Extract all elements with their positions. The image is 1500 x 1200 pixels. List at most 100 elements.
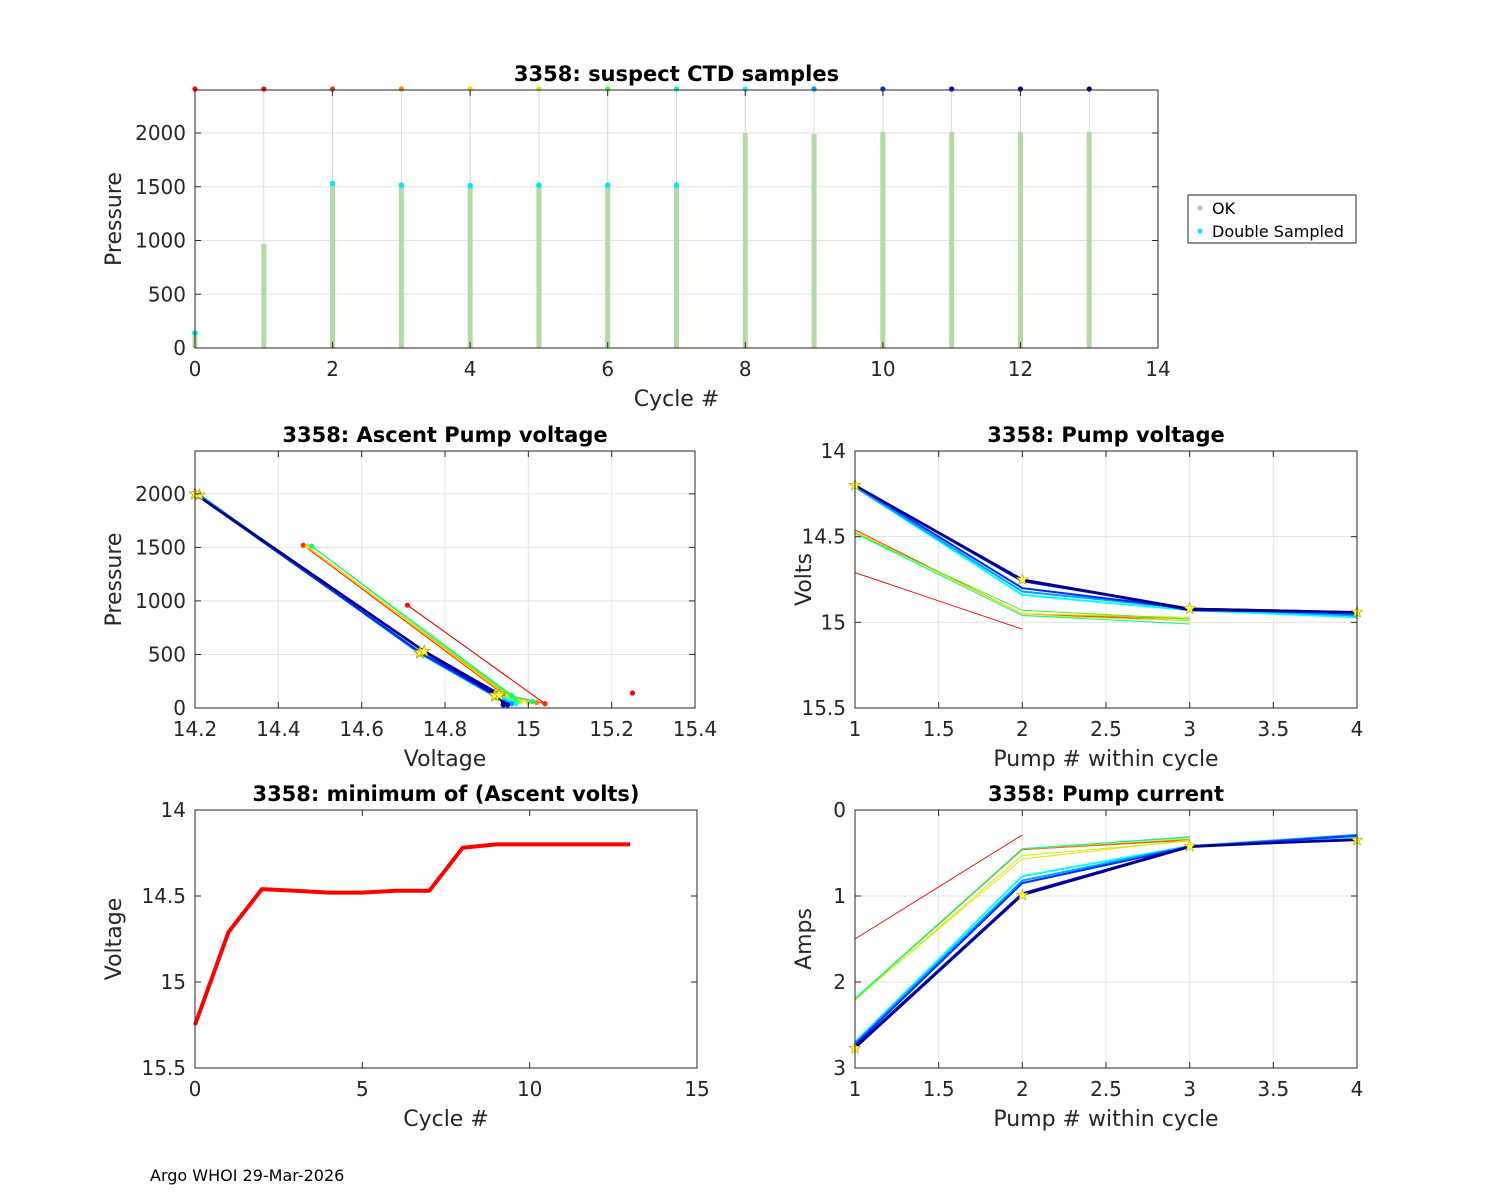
y-tick-label: 1500 — [135, 175, 186, 199]
ascent-point — [504, 702, 511, 708]
x-axis-label: Voltage — [404, 747, 487, 772]
y-tick-label: 1500 — [135, 535, 186, 559]
legend: OK Double Sampled — [1187, 194, 1357, 244]
y-tick-label: 14.5 — [141, 884, 186, 908]
ascent-point — [404, 602, 411, 608]
pump-series-line — [854, 532, 1190, 625]
plot-content — [188, 486, 636, 708]
axes-frame — [854, 809, 1358, 1069]
x-axis-label: Cycle # — [403, 1107, 489, 1132]
axes-frame — [194, 450, 696, 709]
axes-minv: 0 5 10 15 14 14.5 15 15.5 3358: minimum of (Asce… — [102, 782, 710, 1132]
axes-frame — [194, 89, 1159, 349]
chart-title: 3358: suspect CTD samples — [514, 62, 839, 86]
pump-star-marker — [1015, 888, 1029, 901]
x-axis-label: Pump # within cycle — [993, 747, 1218, 772]
cycle-marker — [1086, 86, 1092, 92]
x-tick-label: 2 — [1016, 717, 1029, 741]
axes-pc: 1 1.5 2 2.5 3 3.5 4 0 1 2 3 3358: Pump current Pump … — [792, 782, 1364, 1132]
axes-frame — [194, 809, 698, 1069]
pump-series-line — [854, 486, 1358, 619]
ascent-point — [509, 693, 515, 699]
ascent-point — [509, 701, 515, 707]
double-sampled-point — [398, 182, 405, 188]
chart-title: 3358: Pump current — [988, 782, 1224, 806]
x-tick-label: 1 — [849, 717, 862, 741]
plot-content — [848, 833, 1364, 1054]
plot-area — [195, 810, 697, 1068]
x-tick-label: 12 — [1008, 357, 1033, 381]
ascent-series-line — [407, 604, 546, 705]
double-sampled-point — [673, 182, 680, 188]
x-tick-label: 14.6 — [339, 717, 384, 741]
pump-star-marker — [1183, 601, 1197, 615]
y-tick-label: 2 — [833, 970, 846, 994]
pump-series-line — [854, 572, 1023, 630]
y-tick-label: 0 — [173, 336, 186, 360]
pump-star-marker — [1015, 572, 1029, 586]
y-axis-label: Voltage — [102, 898, 127, 981]
x-tick-label: 3.5 — [1257, 1077, 1289, 1101]
y-tick-label: 1 — [833, 884, 846, 908]
y-tick-label: 0 — [173, 696, 186, 720]
min-voltage-line — [193, 842, 631, 1026]
cycle-marker — [536, 86, 542, 92]
double-sampled-point — [604, 182, 611, 188]
pump-series-line — [854, 836, 1190, 999]
ascent-point — [529, 698, 536, 705]
x-tick-label: 2.5 — [1090, 1077, 1122, 1101]
ascent-point — [309, 543, 315, 549]
y-tick-label: 2000 — [135, 482, 186, 506]
double-sampled-point — [467, 182, 473, 189]
y-axis-label: Amps — [792, 908, 817, 970]
axes-frame — [854, 450, 1358, 709]
y-tick-label: 500 — [148, 642, 186, 666]
ascent-point — [629, 690, 636, 696]
footer-text: Argo WHOI 29-Mar-2026 — [150, 1166, 345, 1185]
legend-ok-marker — [1197, 205, 1203, 211]
y-tick-label: 500 — [148, 282, 186, 306]
cycle-marker — [949, 86, 955, 92]
x-axis-label: Pump # within cycle — [993, 1107, 1218, 1132]
x-tick-label: 14.8 — [423, 717, 468, 741]
x-tick-label: 6 — [601, 357, 614, 381]
x-tick-label: 2 — [326, 357, 339, 381]
pump-series-line — [854, 834, 1023, 940]
x-tick-label: 8 — [739, 357, 752, 381]
x-tick-label: 2 — [1016, 1077, 1029, 1101]
pump-star-marker — [1183, 839, 1197, 852]
axes-asc: 14.2 14.4 14.6 14.8 15 15.2 15.4 0 500 1000 1500 20… — [102, 423, 717, 772]
ascent-point — [542, 701, 548, 707]
legend-double-label: Double Sampled — [1212, 222, 1344, 241]
cycle-marker — [673, 86, 680, 92]
y-tick-label: 14.5 — [801, 525, 846, 549]
x-tick-label: 4 — [1351, 717, 1364, 741]
y-tick-label: 15.5 — [141, 1056, 186, 1080]
y-tick-label: 1000 — [135, 589, 186, 613]
y-axis-label: Pressure — [102, 172, 127, 266]
x-tick-label: 14 — [1145, 357, 1170, 381]
pump-series-line — [854, 532, 1190, 620]
pump-series-line — [854, 484, 1358, 614]
x-tick-label: 10 — [517, 1077, 542, 1101]
cycle-marker — [811, 86, 817, 92]
pump-star-marker — [492, 688, 506, 701]
ascent-point — [517, 698, 523, 705]
ascent-series-line — [194, 492, 505, 706]
x-tick-label: 2.5 — [1090, 717, 1122, 741]
chart-title: 3358: Ascent Pump voltage — [282, 423, 607, 447]
x-axis-label: Cycle # — [634, 387, 720, 412]
legend-ok-label: OK — [1212, 199, 1236, 218]
axes-pv: 1 1.5 2 2.5 3 3.5 4 14 14.5 15 15.5 3358: Pump volt… — [792, 423, 1364, 772]
x-tick-label: 0 — [189, 357, 202, 381]
pump-series-line — [854, 840, 1190, 1001]
double-sampled-point — [329, 180, 336, 187]
y-axis-label: Pressure — [102, 533, 127, 627]
x-tick-label: 1 — [849, 1077, 862, 1101]
pump-star-marker — [417, 644, 431, 657]
x-tick-label: 3 — [1183, 717, 1196, 741]
ascent-point — [534, 700, 540, 706]
chart-title: 3358: minimum of (Ascent volts) — [252, 782, 639, 806]
x-tick-label: 4 — [1351, 1077, 1364, 1101]
